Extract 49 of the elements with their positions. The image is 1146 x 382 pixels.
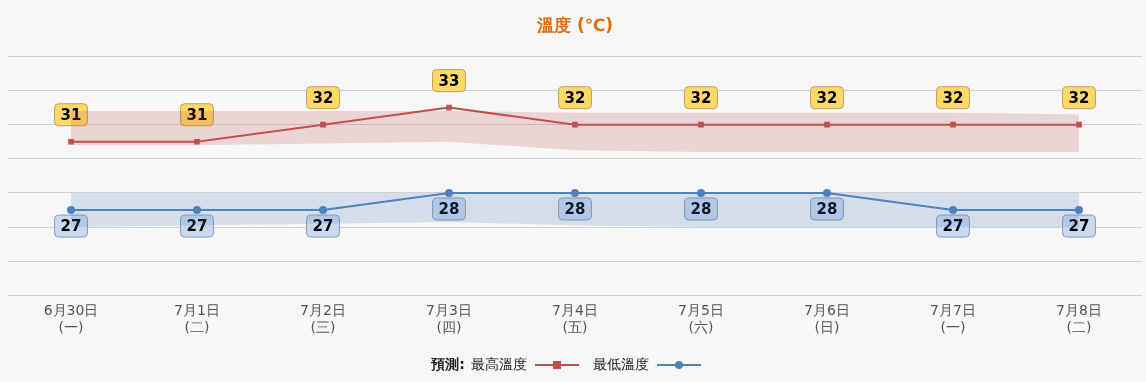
data-label: 27 (186, 216, 208, 235)
x-tick-label: 7月1日 (二) (174, 302, 220, 336)
legend-label: 最高溫度 (470, 356, 527, 374)
data-label: 32 (816, 88, 838, 107)
x-tick-label: 7月2日 (三) (300, 302, 346, 336)
data-label: 28 (564, 199, 586, 218)
point (1076, 121, 1082, 128)
data-label: 32 (690, 88, 712, 107)
data-label: 27 (60, 216, 82, 235)
point (949, 206, 957, 215)
point (319, 206, 327, 215)
point (823, 188, 831, 197)
data-label: 28 (690, 199, 712, 218)
point (193, 206, 201, 215)
point (572, 121, 578, 128)
data-label: 27 (942, 216, 964, 235)
data-label: 27 (1068, 216, 1090, 235)
legend-label: 最低溫度 (592, 356, 649, 374)
data-label: 32 (942, 88, 964, 107)
data-label: 28 (816, 199, 838, 218)
point (320, 121, 326, 128)
data-label: 32 (1068, 88, 1090, 107)
legend-title: 預測: (431, 356, 465, 374)
point (698, 121, 704, 128)
data-label: 31 (60, 105, 82, 124)
x-tick-label: 7月3日 (四) (426, 302, 472, 336)
x-tick-label: 7月8日 (二) (1056, 302, 1102, 336)
point (446, 104, 452, 111)
x-tick-label: 7月6日 (日) (804, 302, 850, 336)
data-label: 32 (312, 88, 334, 107)
point (194, 138, 200, 145)
chart-title: 溫度 (℃) (535, 14, 614, 35)
point (445, 188, 453, 197)
point (697, 188, 705, 197)
data-label: 31 (186, 105, 208, 124)
point (571, 188, 579, 197)
x-tick-label: 7月5日 (六) (678, 302, 724, 336)
point (1075, 206, 1083, 215)
point (824, 121, 830, 128)
data-label: 32 (564, 88, 586, 107)
point (67, 206, 75, 215)
point (68, 138, 74, 145)
data-label: 28 (438, 199, 460, 218)
x-tick-label: 7月7日 (一) (930, 302, 976, 336)
data-label: 33 (438, 71, 460, 90)
point (950, 121, 956, 128)
x-tick-label: 7月4日 (五) (552, 302, 598, 336)
x-tick-label: 6月30日 (一) (43, 302, 99, 336)
data-label: 27 (312, 216, 334, 235)
